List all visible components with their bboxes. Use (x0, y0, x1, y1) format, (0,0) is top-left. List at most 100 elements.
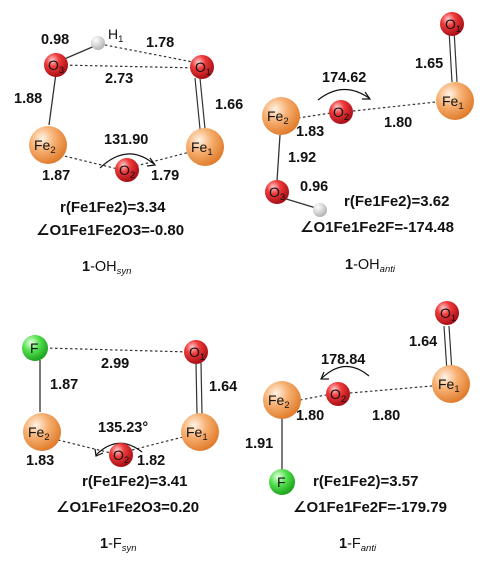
atom-fe1 (436, 82, 474, 120)
dist-fe1-o1: 1.64 (409, 334, 437, 350)
atom-o3-label: O3 (48, 57, 64, 76)
atom-fe1 (181, 413, 219, 451)
atom-fe2-label: Fe2 (28, 424, 50, 443)
atom-fe2 (23, 413, 61, 451)
dist-o3-h: 0.96 (300, 179, 328, 195)
angle-value: 131.90 (104, 132, 148, 148)
atom-o2-label: O2 (113, 447, 129, 466)
atom-o1 (440, 12, 464, 36)
r-fe-fe-value: r(Fe1Fe2)=3.57 (313, 473, 418, 490)
dihedral-value: ∠O1Fe1Fe2F=-174.48 (300, 219, 454, 236)
atom-o1-label: O1 (445, 16, 461, 35)
atom-o1 (435, 301, 459, 325)
dist-fe2-o3: 1.88 (14, 91, 42, 107)
atom-o2 (329, 100, 353, 124)
atom-o1-label: O1 (195, 59, 211, 78)
fe1-o1-double-a (194, 77, 201, 130)
atom-o2 (115, 158, 139, 182)
atom-o2-label: O2 (119, 162, 135, 181)
angle-arc (95, 442, 143, 456)
dihedral-value: ∠O1Fe1Fe2O3=0.20 (56, 499, 199, 516)
fe1-o1-double-a (195, 362, 198, 415)
dist-o2-fe1: 1.79 (151, 168, 179, 184)
fe2-o2-bond (299, 394, 327, 401)
atom-fe2 (262, 97, 300, 135)
atom-fe1-label: Fe1 (442, 93, 464, 112)
atom-f-label: F (30, 340, 39, 356)
atom-o2-label: O2 (333, 104, 349, 123)
angle-value: 178.84 (321, 352, 365, 368)
panel-oh-syn: O3 H1 O1 Fe2 Fe1 O2 0.98 1.78 2.73 1.88 … (14, 26, 243, 277)
fe1-o1-double-b (453, 29, 458, 83)
atom-fe2-label: Fe2 (34, 137, 56, 156)
o3-o1-contact (59, 64, 201, 69)
dist-fe2-o2: 1.87 (42, 168, 70, 184)
fe1-o1-double-b (199, 77, 206, 130)
atom-f (22, 335, 48, 361)
angle-arrowhead (320, 371, 329, 380)
fe2-o3-bond (276, 134, 281, 182)
o2-fe1-bond (349, 385, 433, 394)
dist-fe2-f: 1.87 (50, 377, 78, 393)
r-fe-fe-value: r(Fe1Fe2)=3.34 (60, 199, 166, 216)
atom-f (269, 469, 295, 495)
atom-o1 (184, 340, 208, 364)
r-fe-fe-value: r(Fe1Fe2)=3.62 (344, 193, 449, 210)
dist-fe2-o2: 1.83 (26, 453, 54, 469)
panel-f-anti: O1 Fe2 O2 Fe1 F 1.64 178.84 1.80 1.80 1.… (245, 301, 470, 554)
atom-fe1 (432, 365, 470, 403)
atom-fe2-label: Fe2 (267, 108, 289, 127)
angle-arc (317, 88, 370, 101)
atom-fe2-label: Fe2 (268, 392, 290, 411)
atom-o3 (265, 180, 289, 204)
dist-h1-o1: 1.78 (146, 35, 174, 51)
angle-arc (321, 365, 370, 379)
atom-fe2 (263, 381, 301, 419)
o2-fe1-bond (131, 436, 184, 451)
fe2-o2-bond (57, 439, 112, 454)
atom-h1-label: H1 (108, 26, 123, 45)
atom-o3 (44, 53, 68, 77)
fe1-o1-double-b (448, 325, 453, 373)
fe2-o3-bond (48, 72, 57, 126)
r-fe-fe-value: r(Fe1Fe2)=3.41 (82, 473, 187, 490)
fe2-o2-bond (297, 112, 332, 119)
atom-o3-label: O3 (269, 184, 285, 203)
dist-fe1-o1: 1.65 (415, 56, 443, 72)
atom-o2 (109, 443, 133, 467)
o3-h1-bond (61, 44, 98, 61)
atom-o1 (190, 55, 214, 79)
atom-o1-label: O1 (440, 305, 456, 324)
dist-fe2-o3: 1.92 (288, 150, 316, 166)
dist-f-o1: 2.99 (101, 356, 129, 372)
atom-fe1-label: Fe1 (438, 376, 460, 395)
dihedral-value: ∠O1Fe1Fe2O3=-0.80 (36, 222, 184, 239)
dist-o2-fe1: 1.80 (384, 115, 412, 131)
atom-fe1-label: Fe1 (191, 139, 213, 158)
atom-h1 (91, 36, 105, 50)
atom-f-label: F (277, 474, 286, 490)
dist-o3-o1: 2.73 (105, 71, 133, 87)
panel-oh-anti: O1 Fe2 O2 Fe1 O3 1.65 174.62 1.83 1.80 1… (262, 12, 474, 275)
angle-value: 174.62 (322, 70, 366, 86)
dist-o2-fe1: 1.82 (137, 453, 165, 469)
fe1-o1-double-a (448, 29, 453, 83)
dihedral-value: ∠O1Fe1Fe2F=-179.79 (293, 499, 447, 516)
panel-caption: 1-OHanti (345, 257, 396, 275)
atom-fe2 (29, 126, 67, 164)
dist-fe2-o2: 1.80 (296, 408, 324, 424)
atom-o1-label: O1 (189, 344, 205, 363)
dist-fe2-f: 1.91 (245, 436, 273, 452)
fe2-o2-bond (59, 154, 119, 170)
fe1-o1-double-a (443, 325, 448, 373)
o3-h-bond (282, 197, 317, 209)
panel-f-syn: F O1 Fe2 Fe1 O2 2.99 1.87 1.64 135.23° 1… (22, 335, 237, 554)
dist-fe2-o2: 1.83 (296, 124, 324, 140)
panel-caption: 1-Fsyn (100, 536, 137, 554)
dist-o3-h1: 0.98 (41, 32, 69, 48)
f-o1-contact (44, 347, 191, 353)
dist-fe1-o1: 1.64 (209, 379, 237, 395)
angle-value: 135.23° (98, 420, 148, 436)
atom-o2 (326, 382, 350, 406)
angle-arrowhead (94, 448, 104, 457)
